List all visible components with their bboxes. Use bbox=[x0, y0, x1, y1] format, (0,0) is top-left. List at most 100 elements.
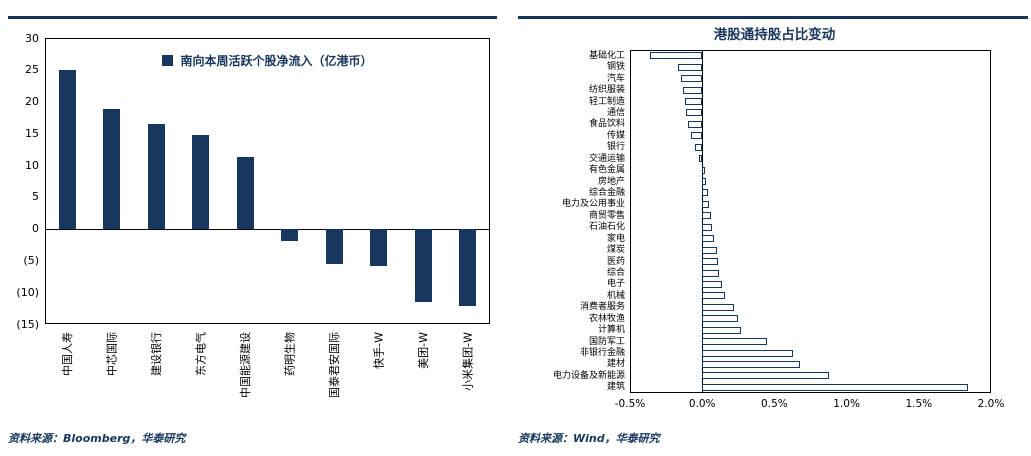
bar bbox=[702, 189, 708, 197]
bar bbox=[702, 246, 717, 254]
bar bbox=[680, 75, 703, 83]
legend-label: 南向本周活跃个股净流入（亿港币） bbox=[180, 54, 373, 68]
bar bbox=[677, 63, 703, 71]
y-category-label: 综合 bbox=[606, 268, 625, 278]
x-category-label: 中国能源建设 bbox=[238, 332, 252, 398]
bar bbox=[370, 228, 388, 266]
x-category-label: 中国人寿 bbox=[60, 332, 74, 376]
bar bbox=[650, 52, 703, 60]
bar bbox=[702, 166, 706, 174]
legend-swatch-icon bbox=[162, 55, 174, 66]
x-category-label: 国泰君安国际 bbox=[327, 332, 341, 398]
y-category-label: 医药 bbox=[606, 256, 625, 267]
y-tick-label: 15 bbox=[25, 126, 39, 140]
bar bbox=[414, 228, 432, 302]
y-tick-label: 20 bbox=[25, 95, 39, 109]
y-category-label: 钢铁 bbox=[606, 62, 625, 73]
y-category-label: 交通运输 bbox=[588, 153, 625, 164]
plot-border bbox=[45, 38, 490, 324]
bar bbox=[459, 228, 477, 307]
x-category-label: 东方电气 bbox=[194, 332, 208, 376]
bar bbox=[325, 228, 343, 264]
y-category-label: 建材 bbox=[606, 359, 625, 370]
southbound-net-inflow-bar-chart: 南向本周活跃个股净流入（亿港币） 30 25 20 15 10 5 0 (5) (10) (15)… bbox=[8, 0, 500, 456]
y-category-label: 电力及公用事业 bbox=[561, 199, 625, 210]
panel-top-rule bbox=[518, 16, 1028, 19]
bar bbox=[103, 109, 121, 229]
y-category-label: 家电 bbox=[606, 233, 625, 244]
x-tick-label: -0.5% bbox=[614, 398, 646, 410]
source-note-right: 资料来源：Wind，华泰研究 bbox=[518, 432, 660, 445]
bar bbox=[58, 69, 76, 229]
x-tick-label: 0.0% bbox=[688, 398, 716, 410]
bar bbox=[702, 315, 739, 323]
y-category-label: 非银行金融 bbox=[579, 348, 625, 358]
bar bbox=[690, 132, 703, 140]
y-category-label: 建筑 bbox=[606, 382, 625, 393]
bar bbox=[702, 349, 794, 357]
y-category-label: 消费者服务 bbox=[579, 302, 625, 313]
bar bbox=[702, 326, 742, 334]
bar bbox=[702, 338, 768, 346]
bar bbox=[702, 212, 711, 220]
bar bbox=[702, 360, 801, 368]
bar bbox=[683, 86, 703, 94]
y-category-label: 纺织服装 bbox=[588, 85, 625, 95]
bar bbox=[702, 235, 714, 243]
y-category-label: 国防军工 bbox=[588, 336, 625, 347]
chart-title: 港股通持股占比变动 bbox=[713, 27, 836, 43]
bar bbox=[687, 120, 703, 128]
x-tick-label: 0.5% bbox=[761, 398, 788, 410]
hk-connect-holdings-change-bar-chart: -0.5% 0.0% 0.5% 1.0% 1.5% 2.0% 基础化工 钢铁 汽车 纺织服装 轻工制… bbox=[518, 0, 1031, 456]
bar bbox=[192, 135, 210, 229]
bar bbox=[702, 223, 713, 231]
y-category-label: 电力设备及新能源 bbox=[552, 370, 625, 381]
y-category-label: 银行 bbox=[606, 142, 625, 153]
chart-legend: 南向本周活跃个股净流入（亿港币） bbox=[45, 52, 490, 69]
y-category-label: 房地产 bbox=[597, 176, 625, 187]
y-category-label: 机械 bbox=[606, 290, 625, 301]
y-category-label: 有色金属 bbox=[588, 165, 625, 176]
x-tick-label: 1.5% bbox=[905, 398, 933, 410]
bar bbox=[702, 303, 734, 311]
y-tick-label: 10 bbox=[25, 158, 39, 172]
y-tick-label: 0 bbox=[32, 222, 39, 236]
y-category-label: 汽车 bbox=[606, 73, 625, 84]
bar bbox=[702, 292, 726, 300]
x-category-label: 建设银行 bbox=[149, 332, 163, 376]
bar bbox=[684, 98, 703, 105]
plot-border bbox=[630, 50, 991, 393]
bar bbox=[702, 200, 710, 208]
y-category-label: 通信 bbox=[606, 107, 625, 118]
bar bbox=[695, 143, 703, 151]
zero-axis-line bbox=[45, 228, 490, 230]
zero-axis-line bbox=[702, 50, 704, 393]
y-category-label: 农林牧渔 bbox=[588, 313, 625, 324]
x-category-label: 中芯国际 bbox=[105, 332, 119, 376]
y-tick-label: (10) bbox=[16, 285, 39, 299]
y-category-label: 电子 bbox=[606, 279, 625, 290]
y-category-label: 基础化工 bbox=[588, 50, 625, 61]
bar bbox=[281, 228, 299, 242]
x-category-label: 药明生物 bbox=[283, 332, 297, 376]
x-category-label: 快手-W bbox=[372, 332, 386, 369]
y-tick-label: 25 bbox=[25, 63, 39, 77]
x-tick-label: 1.0% bbox=[833, 398, 860, 410]
panel-southbound-net-inflow: 南向本周活跃个股净流入（亿港币） 30 25 20 15 10 5 0 (5) (10) (15)… bbox=[8, 0, 500, 456]
bar bbox=[702, 178, 707, 185]
y-category-label: 商贸零售 bbox=[588, 210, 625, 221]
panel-top-rule bbox=[8, 16, 497, 19]
x-tick-label: 2.0% bbox=[977, 398, 1005, 410]
bar bbox=[702, 372, 830, 380]
y-category-label: 石油石化 bbox=[588, 222, 625, 233]
x-category-label: 美团-W bbox=[416, 332, 430, 369]
y-category-label: 煤炭 bbox=[606, 245, 625, 256]
y-tick-label: (5) bbox=[23, 253, 39, 267]
x-category-label: 小米集团-W bbox=[461, 332, 475, 391]
source-note-left: 资料来源：Bloomberg，华泰研究 bbox=[8, 432, 186, 445]
y-tick-label: (15) bbox=[16, 317, 39, 331]
y-category-label: 计算机 bbox=[597, 325, 625, 336]
bar bbox=[702, 383, 968, 391]
y-tick-label: 30 bbox=[25, 31, 39, 45]
bar bbox=[702, 269, 720, 277]
